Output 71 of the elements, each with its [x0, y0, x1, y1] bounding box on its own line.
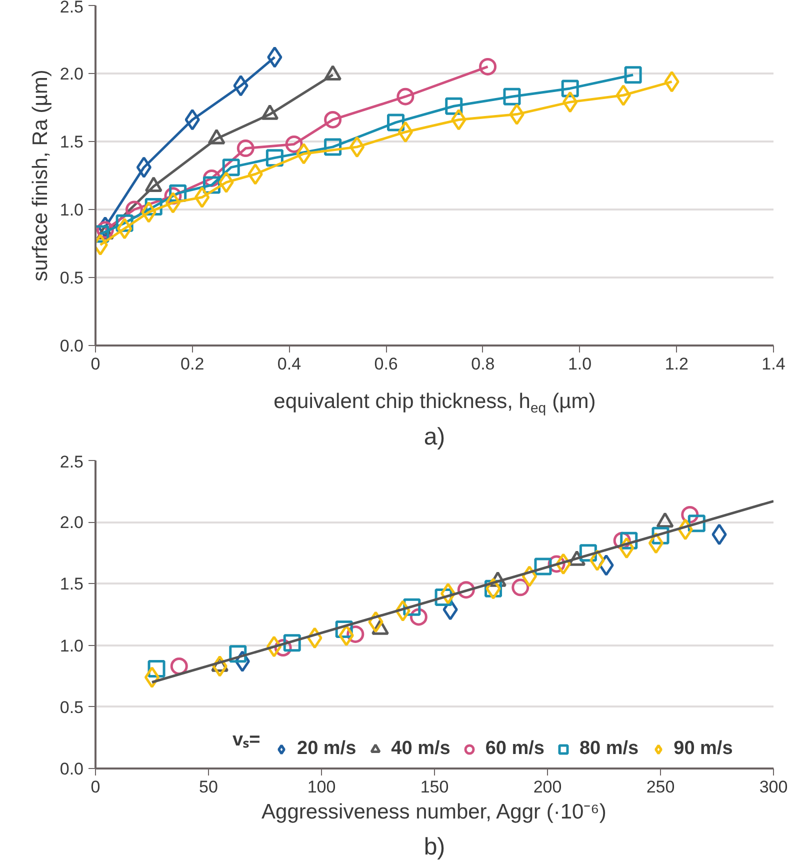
x-tick-label: 50	[199, 778, 218, 796]
y-tick-label: 0.5	[60, 268, 84, 288]
point	[509, 104, 524, 126]
x-tick-label: 0	[90, 778, 100, 796]
x-tick-label: 300	[759, 778, 788, 796]
point	[136, 156, 152, 178]
x-tick-label: 0	[90, 354, 100, 374]
point	[296, 142, 312, 164]
point	[512, 578, 530, 596]
point	[616, 84, 631, 106]
y-tick-label: 0.0	[60, 760, 84, 778]
legend-label: 20 m/s	[297, 738, 356, 760]
point	[396, 88, 414, 106]
point	[222, 158, 240, 176]
point	[144, 666, 160, 688]
point	[664, 70, 680, 92]
x-tick-label: 1.2	[664, 354, 688, 374]
point	[236, 140, 254, 158]
text: b)	[424, 834, 446, 860]
point	[184, 108, 200, 130]
y-tick-label: 1.0	[60, 636, 84, 656]
point	[503, 88, 521, 106]
point	[451, 108, 466, 130]
point	[267, 46, 282, 68]
text: a)	[424, 424, 446, 450]
y-tick-label: 0.5	[60, 698, 84, 717]
x-axis-title: Aggressiveness number, Aggr (·10⁻⁶)	[262, 800, 606, 824]
legend-label: 60 m/s	[485, 738, 544, 760]
point	[283, 634, 301, 652]
x-tick-label: 1.0	[568, 354, 592, 374]
legend-title: vₛ=	[232, 730, 260, 750]
y-tick-label: 2.0	[60, 64, 84, 84]
point	[349, 136, 365, 158]
y-tick-label: 1.5	[60, 574, 84, 594]
point	[562, 91, 578, 113]
point	[248, 163, 263, 185]
point	[410, 608, 428, 626]
x-tick-label: 0.4	[277, 354, 302, 374]
point	[194, 186, 210, 208]
point	[218, 172, 234, 194]
x-tick-label: 0.6	[374, 354, 398, 374]
point	[141, 201, 156, 223]
point	[624, 66, 642, 84]
point	[165, 192, 181, 214]
point	[712, 524, 727, 546]
y-tick-label: 1.0	[60, 200, 84, 220]
y-tick-label: 1.5	[60, 132, 84, 152]
y-tick-label: 2.5	[60, 452, 84, 472]
point	[398, 121, 414, 143]
legend-label: 90 m/s	[674, 738, 733, 760]
x-tick-label: 0.8	[471, 354, 495, 374]
point	[324, 138, 342, 156]
y-tick-label: 2.0	[60, 513, 84, 532]
x-tick-label: 100	[307, 778, 336, 796]
legend-label: 40 m/s	[391, 738, 450, 760]
x-tick-label: 250	[646, 778, 675, 796]
point	[116, 218, 132, 240]
y-axis-title: surface finish, Ra (µm)	[28, 70, 52, 282]
y-tick-label: 2.5	[60, 0, 84, 16]
point	[479, 58, 497, 76]
point	[534, 558, 552, 576]
y-tick-label: 0.0	[60, 336, 84, 356]
point	[324, 111, 342, 128]
legend-label: 80 m/s	[579, 738, 639, 760]
x-tick-label: 0.2	[180, 354, 204, 374]
x-tick-label: 200	[533, 778, 562, 796]
point	[338, 624, 354, 646]
point	[233, 74, 248, 96]
x-tick-label: 150	[420, 778, 449, 796]
x-tick-label: 1.4	[762, 354, 786, 374]
point	[266, 636, 282, 658]
